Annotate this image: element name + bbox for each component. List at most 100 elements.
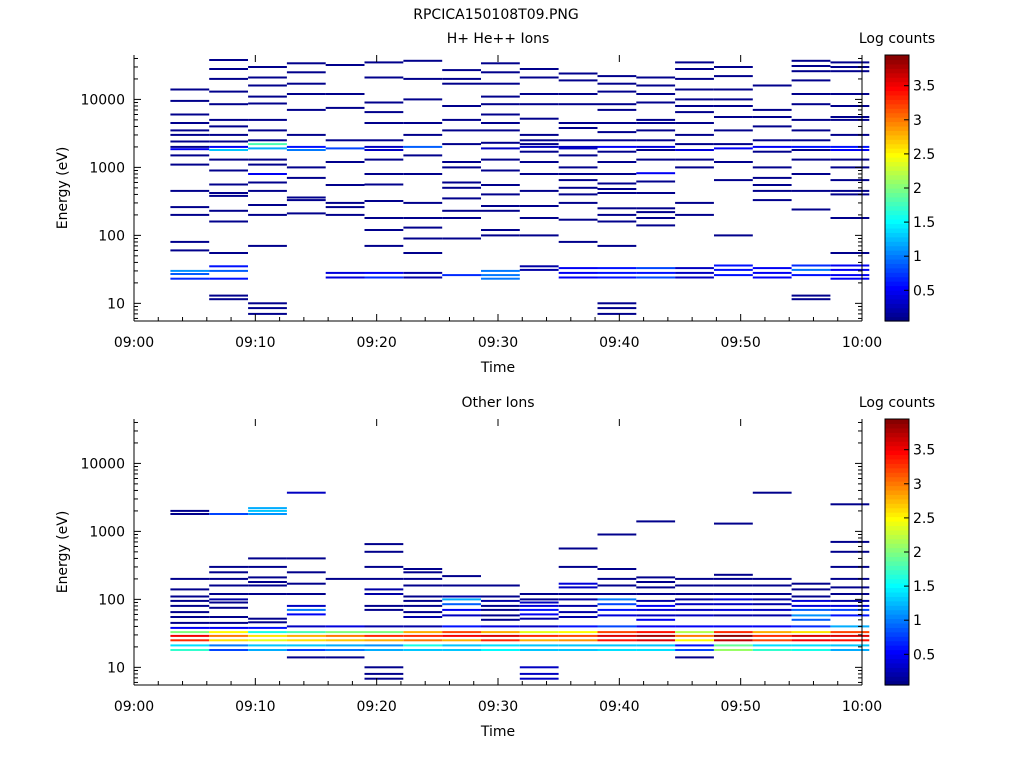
colorbar-segment <box>885 583 909 589</box>
colorbar-segment <box>885 156 909 162</box>
heatmap-cell <box>714 75 753 78</box>
heatmap-cell <box>636 172 676 175</box>
heatmap-cell <box>597 103 637 106</box>
heatmap-cell <box>597 220 637 223</box>
heatmap-cell <box>442 649 481 651</box>
heatmap-cell <box>558 218 598 221</box>
heatmap-cell <box>636 149 676 151</box>
colorbar-tick-label: 1 <box>913 613 922 629</box>
heatmap-cell <box>830 252 870 254</box>
colorbar-segment <box>885 148 909 154</box>
heatmap-cell <box>403 98 443 101</box>
heatmap-cell <box>558 582 598 585</box>
heatmap-cell <box>752 199 792 202</box>
colorbar-segment <box>885 210 909 216</box>
heatmap-cell <box>209 634 248 637</box>
heatmap-cell <box>442 161 481 163</box>
heatmap-cell <box>791 93 831 95</box>
heatmap-cell <box>714 179 753 182</box>
heatmap-cell <box>442 631 481 634</box>
heatmap-cell <box>830 268 870 271</box>
heatmap-cell <box>714 268 753 271</box>
heatmap-cell <box>442 186 481 189</box>
colorbar-segment <box>885 658 909 664</box>
y-tick-label: 10000 <box>80 92 125 108</box>
heatmap-cell <box>364 649 404 651</box>
colorbar-segment <box>885 152 909 158</box>
heatmap-cell <box>714 649 753 651</box>
heatmap-cell <box>791 639 831 642</box>
heatmap-cell <box>830 604 870 607</box>
heatmap-cell <box>752 125 792 128</box>
colorbar-segment <box>885 507 909 513</box>
heatmap-cell <box>636 604 676 607</box>
heatmap-cell <box>403 237 443 240</box>
colorbar-segment <box>885 574 909 580</box>
heatmap-cell <box>364 593 404 595</box>
heatmap-cell <box>403 173 443 175</box>
heatmap-cell <box>519 103 559 106</box>
heatmap-cell <box>248 639 287 642</box>
heatmap-cell <box>791 599 831 602</box>
heatmap-cell <box>558 139 598 142</box>
heatmap-cell <box>248 649 287 651</box>
heatmap-cell <box>597 131 637 134</box>
heatmap-cell <box>714 274 753 277</box>
heatmap-cell <box>286 631 326 634</box>
colorbar-tick-label: 2.5 <box>913 511 935 527</box>
heatmap-cell <box>325 625 365 628</box>
heatmap-cell <box>714 105 753 107</box>
colorbar-segment <box>885 188 909 194</box>
heatmap-cell <box>481 649 520 651</box>
heatmap-cell <box>325 644 365 647</box>
heatmap-cell <box>519 631 559 634</box>
colorbar-segment <box>885 640 909 646</box>
heatmap-cell <box>675 77 714 80</box>
heatmap-cell <box>714 161 753 163</box>
heatmap-cell <box>248 129 287 132</box>
heatmap-cell <box>830 105 870 107</box>
heatmap-cell <box>519 634 559 637</box>
heatmap-cell <box>830 61 870 64</box>
colorbar-segment <box>885 680 909 686</box>
heatmap-cell <box>752 608 792 611</box>
heatmap-cell <box>248 158 287 161</box>
heatmap-cell <box>791 118 831 121</box>
heatmap-cell <box>558 166 598 169</box>
heatmap-cell <box>286 639 326 642</box>
heatmap-cell <box>636 576 676 579</box>
heatmap-cell <box>752 145 792 148</box>
heatmap-cell <box>558 122 598 124</box>
heatmap-cell <box>325 139 365 142</box>
heatmap-cell <box>286 604 326 607</box>
heatmap-cell <box>752 584 792 587</box>
heatmap-cell <box>636 276 676 279</box>
heatmap-cell <box>519 593 559 595</box>
heatmap-cell <box>481 599 520 602</box>
panel-title: Other Ions <box>461 395 534 411</box>
heatmap-cell <box>403 59 443 62</box>
colorbar-segment <box>885 245 909 251</box>
heatmap-cell <box>830 145 870 148</box>
x-tick-label: 09:40 <box>599 335 639 351</box>
heatmap-cell <box>403 276 443 279</box>
heatmap-cell <box>636 614 676 617</box>
heatmap-cell <box>481 639 520 642</box>
heatmap-cell <box>248 66 287 68</box>
colorbar-segment <box>885 68 909 74</box>
colorbar-segment <box>885 241 909 247</box>
heatmap-cell <box>830 93 870 95</box>
heatmap-cell <box>170 129 210 132</box>
heatmap-cell <box>442 274 481 277</box>
colorbar-segment <box>885 139 909 145</box>
colorbar-segment <box>885 289 909 295</box>
heatmap-cell <box>248 509 287 512</box>
x-tick-label: 09:00 <box>114 699 154 715</box>
heatmap-cell <box>830 577 870 580</box>
heatmap-cell <box>209 125 248 128</box>
heatmap-cell <box>752 116 792 118</box>
heatmap-cell <box>170 634 210 637</box>
heatmap-cell <box>597 625 637 628</box>
heatmap-cell <box>597 122 637 124</box>
heatmap-cell <box>403 604 443 607</box>
